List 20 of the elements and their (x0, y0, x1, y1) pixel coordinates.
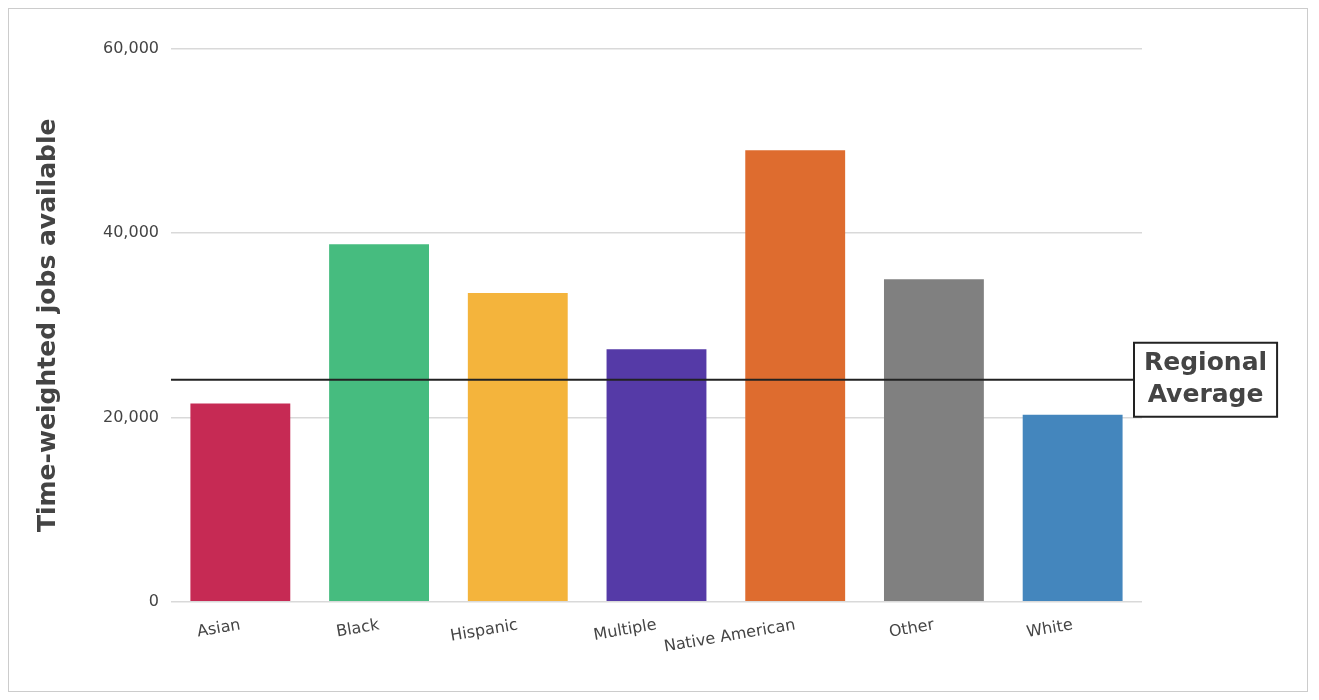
bar (190, 403, 291, 601)
bar (606, 349, 707, 601)
bar (329, 244, 429, 601)
bar (745, 150, 846, 601)
x-tick-label: Multiple (592, 614, 658, 644)
x-tick-label: Black (334, 614, 382, 641)
x-tick-label: Other (887, 614, 936, 641)
y-tick-label: 40,000 (103, 222, 159, 242)
y-tick-label: 60,000 (103, 38, 159, 58)
bar (883, 279, 984, 601)
ref-line-label: Regional Average (1143, 347, 1268, 409)
bar (467, 293, 568, 601)
y-axis-title: Time-weighted jobs available (31, 118, 61, 533)
bar (1022, 414, 1123, 601)
y-tick-label: 20,000 (103, 406, 159, 426)
x-tick-label: Native American (662, 614, 797, 656)
y-tick-label: 0 (148, 590, 159, 610)
x-tick-label: Hispanic (448, 614, 520, 645)
x-tick-label: Asian (195, 614, 242, 641)
x-tick-label: White (1024, 614, 1075, 641)
